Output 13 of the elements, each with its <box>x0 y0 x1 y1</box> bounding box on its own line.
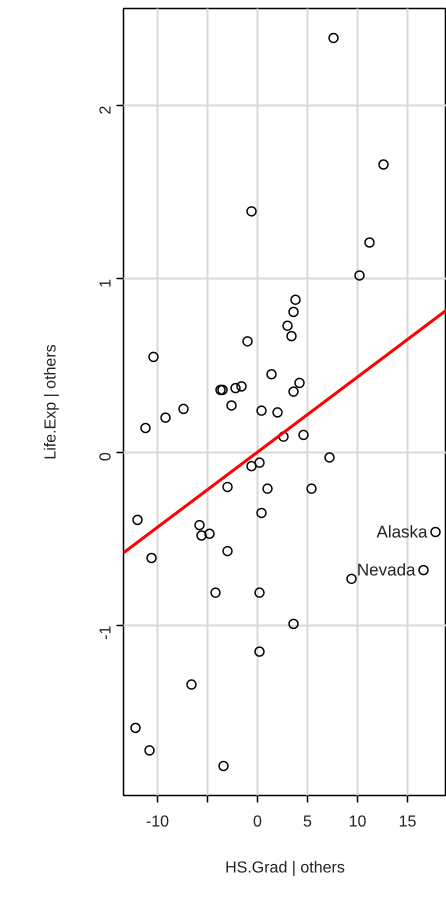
y-tick-label: 2 <box>98 105 114 114</box>
annotation: Alaska <box>376 522 428 542</box>
x-tick-label: -10 <box>146 814 170 830</box>
y-axis-title: Life.Exp | others <box>42 344 60 460</box>
x-tick-label: 0 <box>253 814 262 830</box>
x-tick-label: 10 <box>348 814 366 830</box>
x-tick-label: 15 <box>398 814 416 830</box>
x-axis-title: HS.Grad | others <box>225 860 345 876</box>
x-tick-label: 5 <box>303 814 312 830</box>
annotation: Nevada <box>356 560 416 580</box>
y-tick-label: 1 <box>98 278 114 288</box>
y-tick-label: 0 <box>98 452 114 462</box>
y-tick-label: -1 <box>98 626 114 640</box>
